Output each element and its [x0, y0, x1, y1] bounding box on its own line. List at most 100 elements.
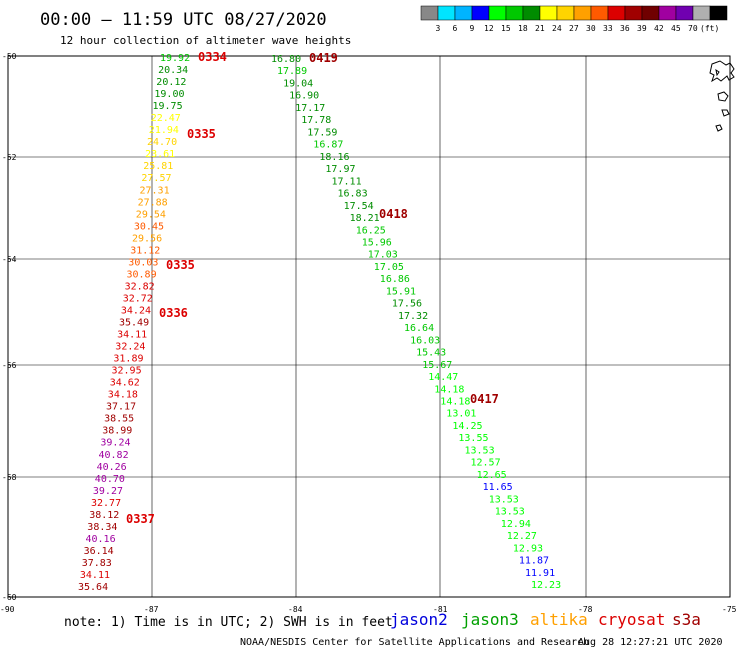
- wave-height-value: 31.89: [113, 354, 143, 365]
- wave-height-value: 14.47: [428, 372, 458, 383]
- satellite-legend-jason2: jason2: [390, 610, 448, 629]
- wave-height-value: 32.82: [125, 281, 155, 292]
- lat-tick: -50: [2, 52, 17, 61]
- color-scale-swatch: [539, 5, 558, 21]
- lat-tick: -52: [2, 153, 17, 162]
- color-scale-swatch: [522, 5, 541, 21]
- wave-height-value: 23.61: [145, 149, 175, 160]
- color-scale-legend: 3 6 9 12 15 18 21 24 27 30 33 36 39 42 45 70 (ft): [420, 5, 728, 33]
- wave-height-value: 17.17: [295, 103, 325, 114]
- pass-time-label: 0335: [166, 258, 195, 272]
- wave-height-value: 38.34: [87, 522, 117, 533]
- graticule: [8, 56, 730, 597]
- wave-height-value: 30.03: [128, 257, 158, 268]
- wave-height-value: 16.80: [271, 54, 301, 65]
- lon-tick: -81: [433, 605, 448, 614]
- coastline-outline: [709, 60, 735, 132]
- wave-height-value: 31.12: [130, 245, 160, 256]
- wave-height-value: 15.43: [416, 348, 446, 359]
- color-scale-label: 45: [671, 24, 681, 33]
- wave-height-value: 40.82: [99, 450, 129, 461]
- color-scale-label: 9: [470, 24, 475, 33]
- color-scale-swatch: [675, 5, 694, 21]
- wave-height-value: 16.87: [313, 140, 343, 151]
- color-scale-label: 42: [654, 24, 664, 33]
- wave-height-value: 38.99: [102, 426, 132, 437]
- color-scale-swatch: [505, 5, 524, 21]
- generated-timestamp: Aug 28 12:27:21 UTC 2020: [578, 637, 723, 648]
- pass-time-label: 0417: [470, 392, 499, 406]
- color-scale-swatch: [420, 5, 439, 21]
- wave-height-value: 14.25: [452, 421, 482, 432]
- wave-height-value: 30.89: [127, 269, 157, 280]
- wave-height-value: 17.11: [332, 176, 362, 187]
- wave-height-value: 11.87: [519, 556, 549, 567]
- wave-height-value: 35.64: [78, 582, 108, 593]
- wave-height-value: 32.77: [91, 498, 121, 509]
- wave-height-value: 19.04: [283, 79, 313, 90]
- color-scale-label: 27: [569, 24, 579, 33]
- color-scale-label: 12: [484, 24, 494, 33]
- wave-height-value: 37.83: [82, 558, 112, 569]
- lon-tick: -84: [288, 605, 303, 614]
- color-scale-swatch: [437, 5, 456, 21]
- satellite-legend-s3a: s3a: [672, 610, 701, 629]
- wave-height-value: 15.96: [362, 238, 392, 249]
- wave-height-value: 12.65: [477, 470, 507, 481]
- color-scale-swatch: [471, 5, 490, 21]
- wave-height-value: 25.81: [143, 161, 173, 172]
- wave-height-value: 14.18: [440, 397, 470, 408]
- wave-height-value: 16.83: [338, 189, 368, 200]
- wave-height-value: 20.12: [156, 77, 186, 88]
- color-scale-swatch: [607, 5, 626, 21]
- wave-height-value: 21.94: [149, 125, 179, 136]
- wave-height-value: 13.53: [489, 494, 519, 505]
- color-scale-label: 6: [453, 24, 458, 33]
- wave-height-value: 30.45: [134, 221, 164, 232]
- color-scale-swatch: [556, 5, 575, 21]
- wave-height-value: 27.88: [138, 197, 168, 208]
- wave-height-value: 38.12: [89, 510, 119, 521]
- wave-height-value: 39.27: [93, 486, 123, 497]
- wave-height-value: 37.17: [106, 402, 136, 413]
- wave-height-value: 17.97: [325, 164, 355, 175]
- wave-height-value: 13.53: [495, 507, 525, 518]
- satellite-legend-altika: altika: [530, 610, 588, 629]
- lat-tick: -60: [2, 593, 17, 602]
- wave-height-value: 40.26: [97, 462, 127, 473]
- color-scale-label: 21: [535, 24, 545, 33]
- lat-tick: -54: [2, 255, 17, 264]
- wave-height-value: 35.49: [119, 318, 149, 329]
- wave-height-value: 13.55: [458, 433, 488, 444]
- wave-height-value: 24.70: [147, 137, 177, 148]
- wave-height-value: 16.86: [380, 274, 410, 285]
- wave-height-value: 16.64: [404, 323, 434, 334]
- color-scale-swatch: [624, 5, 643, 21]
- wave-height-value: 32.72: [123, 294, 153, 305]
- wave-height-value: 17.56: [392, 299, 422, 310]
- wave-height-value: 38.55: [104, 414, 134, 425]
- wave-height-value: 22.47: [151, 113, 181, 124]
- color-scale-label: 24: [552, 24, 562, 33]
- lon-tick: -87: [144, 605, 159, 614]
- wave-height-value: 19.92: [160, 53, 190, 64]
- wave-height-value: 12.27: [507, 531, 537, 542]
- color-scale-label: 70: [688, 24, 698, 33]
- map-subtitle: 12 hour collection of altimeter wave hei…: [60, 34, 351, 47]
- wave-height-value: 14.18: [434, 384, 464, 395]
- wave-height-value: 17.03: [368, 250, 398, 261]
- wave-height-value: 15.67: [422, 360, 452, 371]
- color-scale-swatch: [488, 5, 507, 21]
- wave-height-value: 34.18: [108, 390, 138, 401]
- wave-height-value: 34.11: [117, 330, 147, 341]
- wave-height-value: 17.05: [374, 262, 404, 273]
- wave-height-value: 40.70: [95, 474, 125, 485]
- color-scale-swatch: [590, 5, 609, 21]
- color-scale-swatch: [454, 5, 473, 21]
- wave-height-value: 32.95: [112, 366, 142, 377]
- wave-height-value: 17.78: [301, 115, 331, 126]
- wave-height-value: 39.24: [100, 438, 130, 449]
- wave-height-value: 20.34: [158, 65, 188, 76]
